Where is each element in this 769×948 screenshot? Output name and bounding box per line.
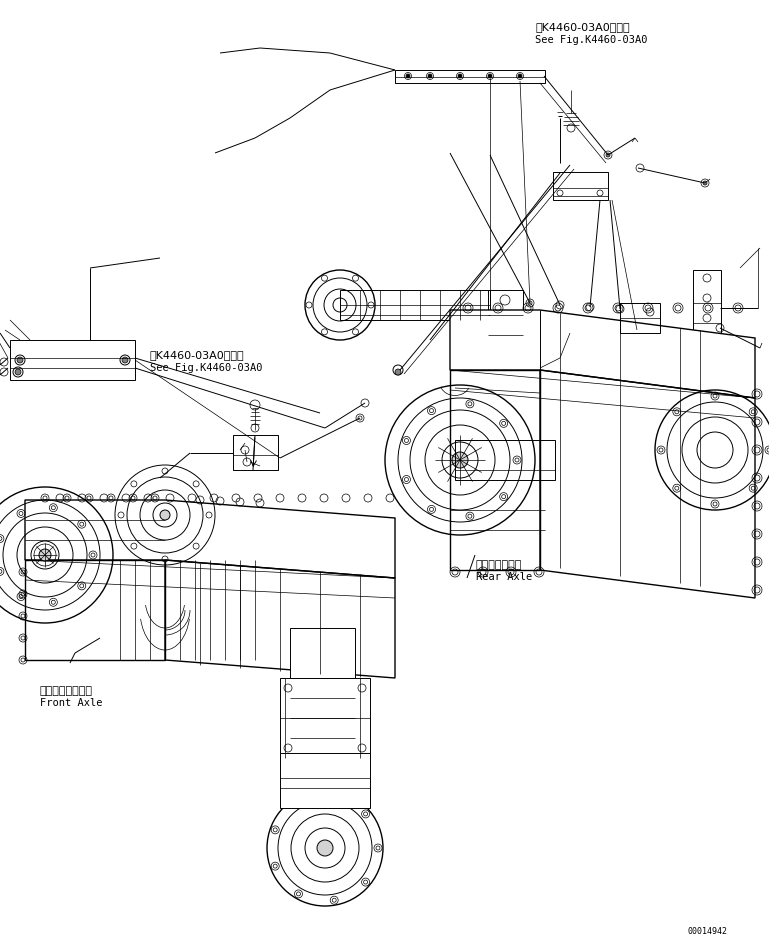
Circle shape xyxy=(17,357,23,363)
Circle shape xyxy=(428,74,432,78)
Text: フロントアクスル: フロントアクスル xyxy=(40,686,93,696)
Text: See Fig.K4460-03A0: See Fig.K4460-03A0 xyxy=(535,35,647,45)
Bar xyxy=(280,753,370,808)
Text: Rear Axle: Rear Axle xyxy=(476,572,532,582)
Circle shape xyxy=(518,74,522,78)
Text: 第K4460-03A0図参照: 第K4460-03A0図参照 xyxy=(150,350,245,360)
Text: リヤーアクスル: リヤーアクスル xyxy=(476,560,522,570)
Bar xyxy=(553,172,608,200)
Bar xyxy=(233,435,278,470)
Text: See Fig.K4460-03A0: See Fig.K4460-03A0 xyxy=(150,363,262,373)
Circle shape xyxy=(458,74,462,78)
Bar xyxy=(620,303,660,333)
Text: Front Axle: Front Axle xyxy=(40,698,102,708)
Circle shape xyxy=(488,74,492,78)
Polygon shape xyxy=(10,340,135,380)
Bar xyxy=(280,678,370,758)
Circle shape xyxy=(606,153,610,157)
Bar xyxy=(290,628,355,773)
Circle shape xyxy=(39,549,51,561)
Circle shape xyxy=(395,369,401,375)
Polygon shape xyxy=(450,310,755,398)
Polygon shape xyxy=(25,500,395,578)
Text: 第K4460-03A0図参照: 第K4460-03A0図参照 xyxy=(535,22,630,32)
Circle shape xyxy=(317,840,333,856)
Circle shape xyxy=(122,357,128,363)
Bar xyxy=(455,440,555,480)
Circle shape xyxy=(15,369,21,375)
Circle shape xyxy=(160,510,170,520)
Bar xyxy=(488,290,523,365)
Bar xyxy=(693,270,721,350)
Text: 00014942: 00014942 xyxy=(688,927,728,936)
Circle shape xyxy=(703,181,707,185)
Circle shape xyxy=(452,452,468,468)
Circle shape xyxy=(406,74,410,78)
